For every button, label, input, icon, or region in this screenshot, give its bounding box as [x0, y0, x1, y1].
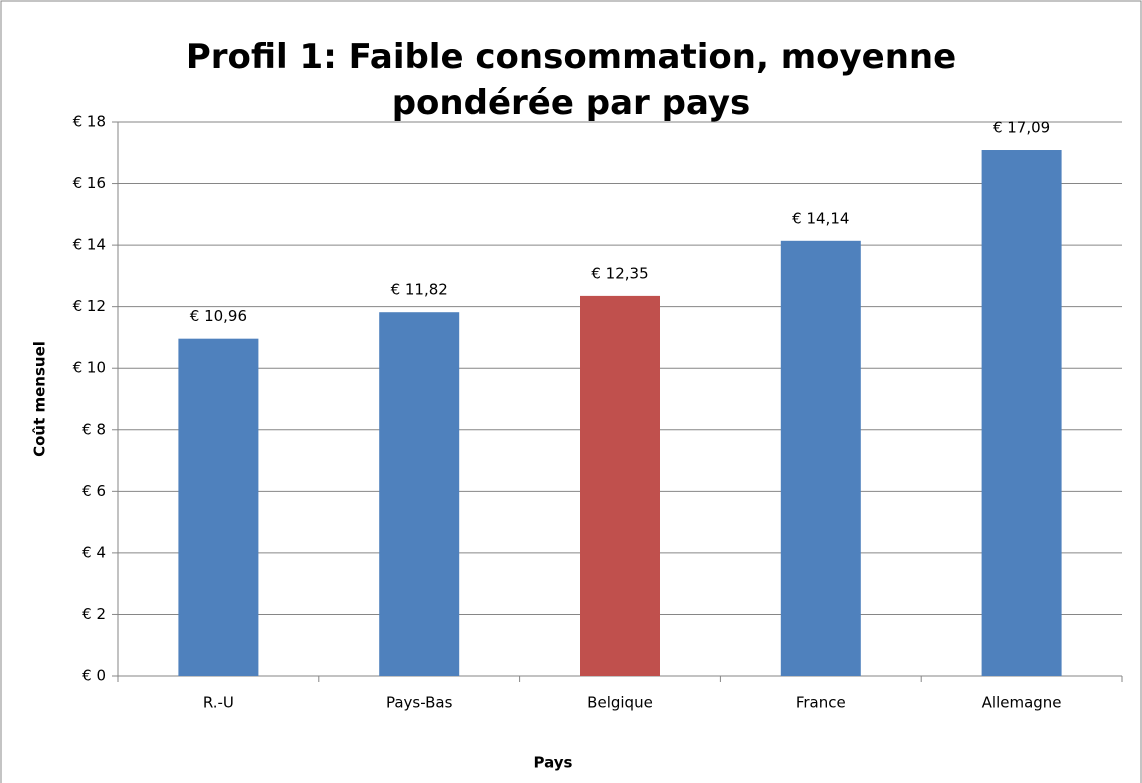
x-tick-label: France	[796, 694, 846, 712]
x-tick-label: R.-U	[203, 694, 234, 712]
y-tick-label: € 8	[82, 420, 106, 438]
chart-title: Profil 1: Faible consommation, moyenne p…	[185, 37, 957, 123]
y-tick-label: € 18	[73, 113, 106, 131]
x-tick-label: Allemagne	[982, 694, 1062, 712]
data-label: € 14,14	[792, 209, 849, 227]
x-tick-label: Pays-Bas	[386, 694, 453, 712]
bar	[780, 240, 861, 676]
y-tick-label: € 0	[82, 667, 106, 685]
data-label: € 17,09	[993, 119, 1050, 137]
y-axis-label: Coût mensuel	[31, 341, 49, 457]
y-tick-label: € 2	[82, 605, 106, 623]
bar	[178, 338, 259, 676]
x-axis-label: Pays	[534, 754, 573, 772]
data-label: € 11,82	[391, 281, 448, 299]
y-tick-label: € 14	[73, 236, 106, 254]
data-label: € 12,35	[591, 264, 648, 282]
y-tick-label: € 6	[82, 482, 106, 500]
data-label: € 10,96	[190, 307, 247, 325]
bar	[981, 150, 1062, 676]
y-tick-label: € 12	[73, 297, 106, 315]
y-tick-label: € 10	[73, 359, 106, 377]
x-tick-label: Belgique	[587, 694, 653, 712]
y-tick-label: € 4	[82, 543, 106, 561]
y-tick-label: € 16	[73, 174, 106, 192]
bar	[379, 312, 460, 676]
bar	[580, 295, 660, 676]
